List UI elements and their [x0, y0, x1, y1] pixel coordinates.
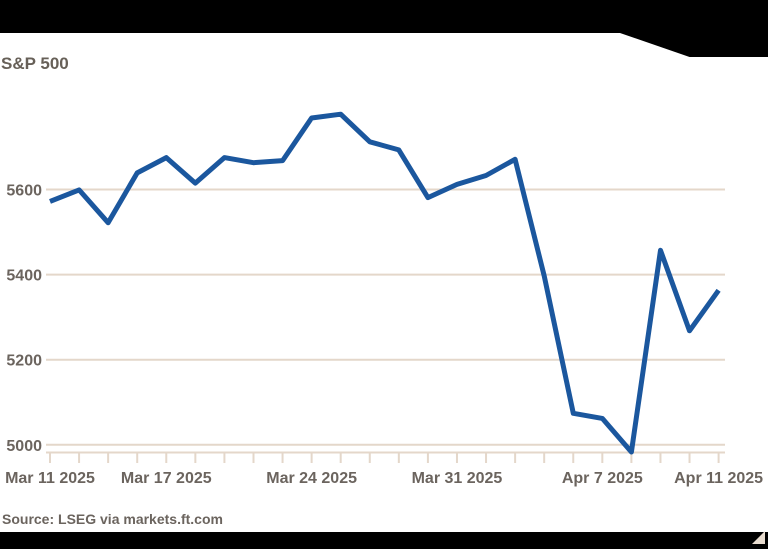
y-axis-label: 5400 — [6, 268, 42, 285]
x-axis-label: Apr 11 2025 — [674, 470, 763, 487]
x-axis-label: Apr 7 2025 — [562, 470, 643, 487]
y-axis-label: 5000 — [6, 438, 42, 455]
y-axis-label: 5600 — [6, 183, 42, 200]
y-axis-label: 5200 — [6, 353, 42, 370]
x-axis-label: Mar 31 2025 — [412, 470, 503, 487]
sp500-price-line — [49, 111, 721, 455]
x-axis-label: Mar 24 2025 — [266, 470, 357, 487]
source-credit: Source: LSEG via markets.ft.com — [2, 511, 223, 527]
x-axis-label: Mar 11 2025 — [5, 470, 95, 487]
cropped-footer-band — [0, 532, 768, 549]
x-axis-label: Mar 17 2025 — [121, 470, 212, 487]
cropped-headline-band — [0, 0, 768, 33]
chart-title: S&P 500 — [1, 54, 69, 73]
